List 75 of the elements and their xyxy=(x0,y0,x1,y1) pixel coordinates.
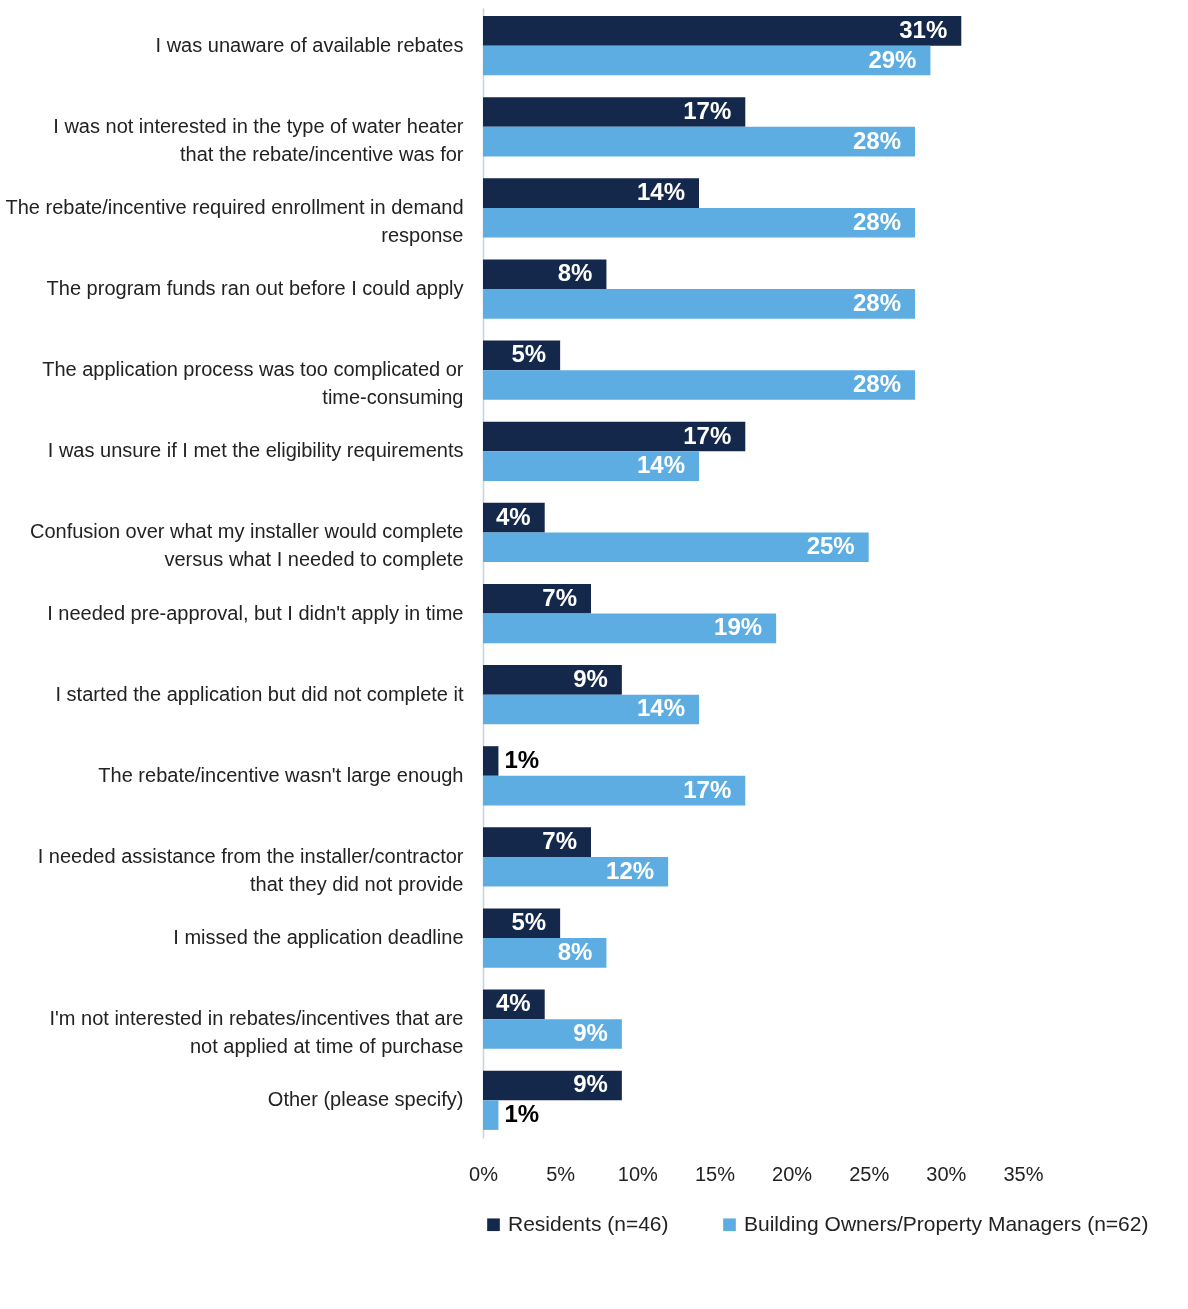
data-label: 5% xyxy=(511,908,547,936)
y-tick-label: I needed assistance from the installer/contractor that they did not provide xyxy=(37,844,464,895)
y-tick-label: Confusion over what my installer would complete versus what I needed to complete xyxy=(29,520,464,571)
data-label: 8% xyxy=(557,937,593,965)
y-tick-label: The application process was too complicated or time-consuming xyxy=(42,358,464,409)
y-tick-label: I was not interested in the type of water heater that the rebate/incentive was for xyxy=(53,114,464,165)
bar xyxy=(483,694,699,725)
y-tick-label: I needed pre-approval, but I didn't apply in time xyxy=(47,601,464,624)
bar xyxy=(483,938,607,968)
y-tick-label: I missed the application deadline xyxy=(173,926,464,949)
data-label: 28% xyxy=(852,288,901,316)
bar xyxy=(483,613,777,644)
y-tick-label: I started the application but did not complete it xyxy=(55,682,464,705)
y-tick-label: I was unaware of available rebates xyxy=(155,33,464,56)
bar xyxy=(483,1100,499,1130)
bar xyxy=(483,746,499,776)
data-label: 9% xyxy=(573,664,608,692)
data-label: 14% xyxy=(636,451,685,479)
data-label: 9% xyxy=(573,1070,608,1098)
data-label: 29% xyxy=(868,45,917,73)
x-tick-label: 5% xyxy=(546,1162,576,1185)
bar xyxy=(483,827,591,857)
bar xyxy=(483,45,931,76)
bar xyxy=(483,126,915,157)
data-label: 14% xyxy=(636,178,685,206)
bar xyxy=(483,421,746,452)
bar xyxy=(483,16,962,46)
y-tick-label: Other (please specify) xyxy=(267,1088,464,1111)
x-tick-label: 25% xyxy=(849,1162,890,1185)
x-tick-label: 35% xyxy=(1003,1162,1044,1185)
bar xyxy=(483,532,869,563)
legend-label: Residents (n=46) xyxy=(508,1211,669,1235)
legend-label: Building Owners/Property Managers (n=62) xyxy=(744,1211,1149,1235)
x-tick-label: 20% xyxy=(772,1162,813,1185)
x-tick-label: 30% xyxy=(926,1162,967,1185)
data-label: 14% xyxy=(636,694,685,722)
data-label: 19% xyxy=(714,613,763,641)
data-label: 7% xyxy=(542,827,577,855)
data-label: 17% xyxy=(683,775,732,803)
bar xyxy=(483,207,915,238)
data-label: 17% xyxy=(683,97,732,125)
data-label: 7% xyxy=(542,583,577,611)
data-label: 28% xyxy=(852,370,901,397)
y-tick-label: The rebate/incentive wasn't large enough xyxy=(98,763,464,786)
data-label: 5% xyxy=(511,340,547,368)
data-label: 28% xyxy=(852,126,901,154)
bar xyxy=(483,451,699,481)
data-label: 4% xyxy=(496,989,531,1017)
bar xyxy=(483,583,591,614)
x-tick-label: 15% xyxy=(694,1162,736,1185)
bar xyxy=(483,178,699,208)
data-label: 4% xyxy=(496,502,531,530)
data-label: 17% xyxy=(683,421,732,449)
data-label: 12% xyxy=(606,856,655,884)
bar xyxy=(483,1019,622,1049)
x-tick-label: 0% xyxy=(469,1162,499,1185)
y-tick-label: I was unsure if I met the eligibility requirements xyxy=(47,439,464,462)
bar xyxy=(483,259,607,290)
data-label: 9% xyxy=(573,1018,608,1046)
y-tick-label: I'm not interested in rebates/incentives that are not applied at time of purchase xyxy=(49,1007,464,1058)
data-label: 25% xyxy=(806,532,855,560)
data-label: 31% xyxy=(899,15,948,43)
data-label: 1% xyxy=(504,1100,540,1128)
y-tick-label: The program funds ran out before I could apply xyxy=(46,277,464,300)
bar xyxy=(483,665,622,695)
data-label: 1% xyxy=(504,746,540,773)
bar xyxy=(483,289,915,319)
x-tick-label: 10% xyxy=(617,1162,659,1185)
bar xyxy=(483,97,746,127)
bar xyxy=(483,856,669,887)
data-label: 8% xyxy=(557,259,593,287)
bar xyxy=(483,775,746,806)
bar xyxy=(483,370,915,400)
data-label: 28% xyxy=(852,207,901,235)
y-tick-label: The rebate/incentive required enrollment in demand response xyxy=(5,195,464,246)
